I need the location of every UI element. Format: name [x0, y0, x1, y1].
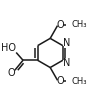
Text: CH₃: CH₃: [71, 77, 87, 86]
Text: HO: HO: [1, 43, 16, 53]
Text: CH₃: CH₃: [71, 20, 87, 29]
Text: O: O: [8, 68, 15, 78]
Text: O: O: [57, 20, 65, 30]
Text: N: N: [63, 38, 70, 48]
Text: N: N: [63, 58, 70, 68]
Text: O: O: [57, 76, 65, 86]
